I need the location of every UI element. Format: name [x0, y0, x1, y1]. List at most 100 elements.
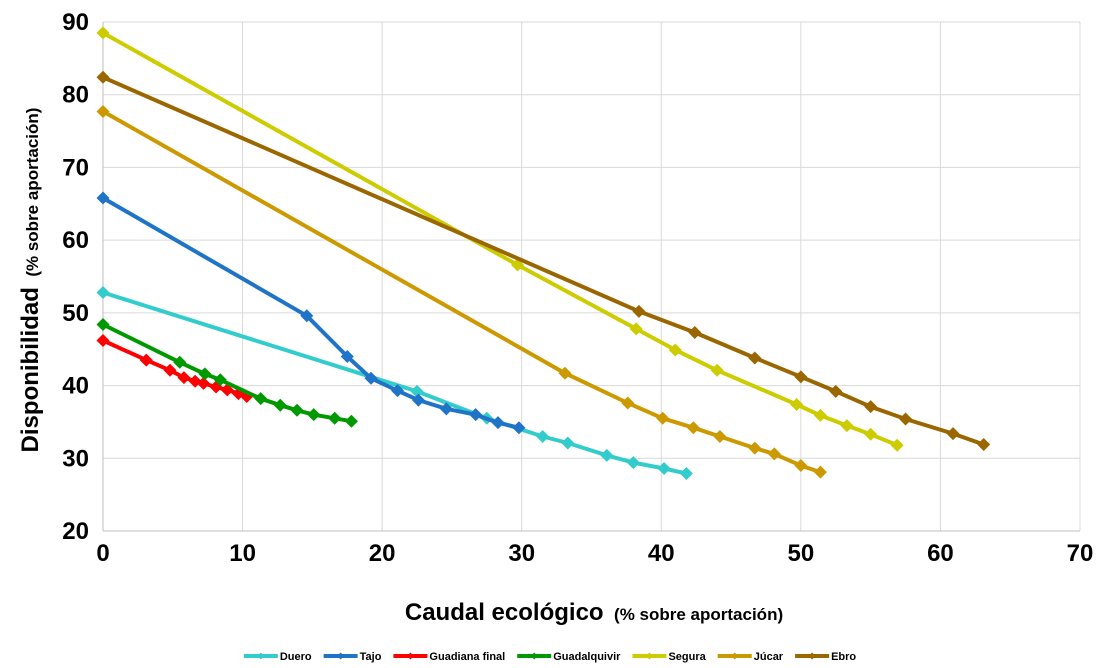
legend-item-segura: Segura [632, 651, 707, 663]
data-point-j-car [558, 366, 572, 380]
y-tick-label: 90 [62, 9, 89, 36]
y-axis-title-sub: (% sobre aportación) [23, 108, 42, 277]
data-point-duero [410, 384, 424, 398]
data-point-ebro [96, 70, 110, 84]
data-point-tajo [439, 402, 453, 416]
data-point-ebro [946, 427, 960, 441]
data-point-ebro [977, 437, 991, 451]
series-line-segura [101, 30, 900, 448]
data-point-segura [840, 419, 854, 433]
legend-label-tajo: Tajo [360, 651, 382, 663]
data-point-segura [864, 427, 878, 441]
legend-marker-guadalquivir [530, 652, 538, 660]
series-ebro [96, 70, 991, 451]
series-j-car [96, 104, 827, 479]
data-point-guadalquivir [96, 317, 110, 331]
data-point-guadiana-final [196, 376, 210, 390]
series-segura [96, 26, 904, 452]
data-point-ebro [794, 370, 808, 384]
data-point-guadiana-final [96, 333, 110, 347]
series-layer [96, 26, 991, 481]
data-point-segura [790, 397, 804, 411]
legend-label-duero: Duero [280, 651, 312, 663]
y-tick-label: 30 [62, 445, 89, 472]
data-point-segura [629, 322, 643, 336]
data-point-duero [536, 429, 550, 443]
data-point-guadiana-final [139, 353, 153, 367]
y-tick-label: 20 [62, 518, 89, 545]
data-point-duero [600, 448, 614, 462]
data-point-tajo [364, 371, 378, 385]
series-line-guadalquivir [101, 322, 354, 424]
data-point-tajo [96, 191, 110, 205]
data-point-ebro [829, 384, 843, 398]
legend-label-guadiana-final: Guadiana final [429, 651, 505, 663]
x-tick-label: 10 [229, 540, 256, 567]
legend-label-segura: Segura [668, 651, 706, 663]
data-point-guadalquivir [173, 355, 187, 369]
data-point-ebro [632, 304, 646, 318]
y-axis-title: Disponibilidad (% sobre aportación) [17, 108, 44, 453]
data-point-guadalquivir [344, 414, 358, 428]
x-axis-title: Caudal ecológico (% sobre aportación) [405, 599, 783, 626]
data-point-j-car [813, 465, 827, 479]
data-point-guadalquivir [273, 398, 287, 412]
legend: Duero Tajo Guadiana final Guadalquivir Segur… [243, 651, 856, 663]
legend-marker-guadiana-final [406, 652, 414, 660]
y-tick-label: 70 [62, 154, 89, 181]
x-tick-label: 30 [508, 540, 535, 567]
x-tick-label: 70 [1067, 540, 1094, 567]
data-point-ebro [864, 400, 878, 414]
data-point-duero [561, 436, 575, 450]
legend-item-j-car: Júcar [717, 651, 784, 663]
y-tick-labels: 20 30 40 50 60 70 80 90 [62, 9, 89, 545]
data-point-ebro [748, 351, 762, 365]
data-point-j-car [713, 429, 727, 443]
data-point-guadalquivir [307, 408, 321, 422]
y-tick-label: 50 [62, 300, 89, 327]
data-point-guadiana-final [163, 363, 177, 377]
data-point-j-car [748, 441, 762, 455]
data-point-tajo [300, 309, 314, 323]
data-point-duero [657, 461, 671, 475]
data-point-guadalquivir [213, 373, 227, 387]
y-tick-label: 40 [62, 373, 89, 400]
x-tick-labels: 0 10 20 30 40 50 60 70 [96, 540, 1093, 567]
legend-label-j-car: Júcar [754, 651, 784, 663]
data-point-guadiana-final [177, 371, 191, 385]
data-point-ebro [899, 412, 913, 426]
legend-item-guadalquivir: Guadalquivir [517, 651, 621, 663]
data-point-tajo [491, 416, 505, 430]
y-axis-title-main: Disponibilidad [17, 287, 44, 452]
legend-marker-ebro [808, 652, 816, 660]
gridlines [103, 21, 1081, 531]
x-axis-title-main: Caudal ecológico [405, 599, 604, 626]
series-guadalquivir [96, 317, 358, 428]
x-tick-label: 50 [788, 540, 815, 567]
data-point-segura [96, 26, 110, 40]
x-axis-title-sub: (% sobre aportación) [614, 605, 783, 624]
data-point-tajo [411, 393, 425, 407]
data-point-j-car [621, 396, 635, 410]
x-tick-label: 20 [369, 540, 396, 567]
x-tick-label: 0 [96, 540, 109, 567]
series-line-ebro [101, 75, 986, 447]
data-point-tajo [512, 421, 526, 435]
legend-item-tajo: Tajo [323, 651, 382, 663]
y-tick-label: 80 [62, 82, 89, 109]
plot-area [102, 22, 1080, 532]
data-point-j-car [794, 459, 808, 473]
data-point-j-car [767, 447, 781, 461]
legend-item-guadiana-final: Guadiana final [393, 651, 505, 663]
data-point-j-car [96, 104, 110, 118]
data-point-j-car [686, 421, 700, 435]
data-point-tajo [340, 349, 354, 363]
data-point-guadalquivir [290, 403, 304, 417]
data-point-duero [626, 456, 640, 470]
data-point-j-car [656, 411, 670, 425]
legend-marker-duero [257, 652, 265, 660]
legend-label-guadalquivir: Guadalquivir [553, 651, 621, 663]
data-point-duero [679, 467, 693, 481]
series-duero [96, 285, 693, 481]
